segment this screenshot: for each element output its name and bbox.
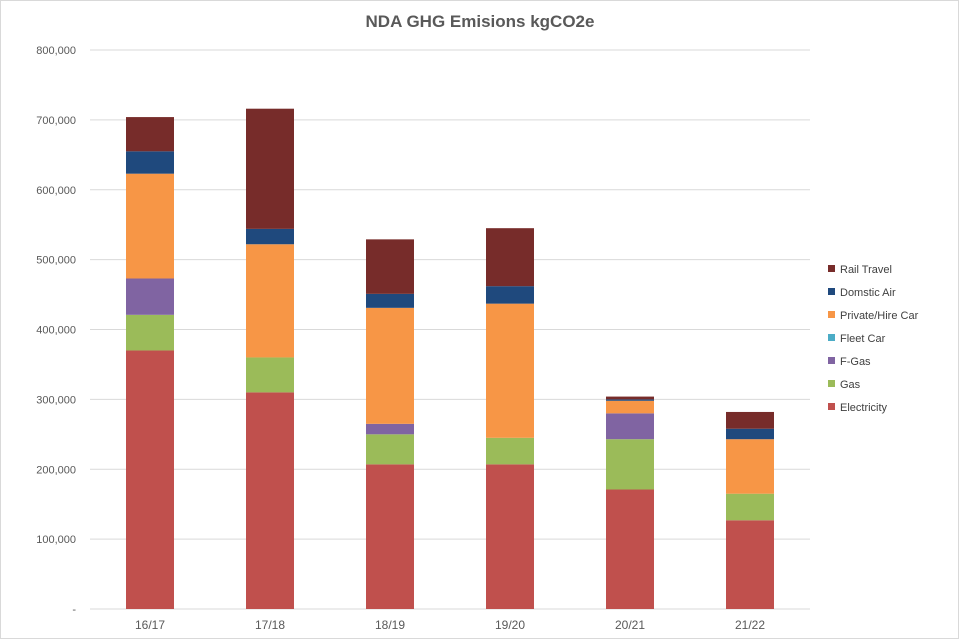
legend-swatch (828, 288, 835, 295)
y-tick-label: 100,000 (36, 534, 76, 546)
legend-swatch (828, 403, 835, 410)
bar-segment-domstic-air-21-22 (726, 428, 774, 440)
bar-segment-gas-21-22 (726, 493, 774, 521)
y-tick-label: - (72, 604, 76, 616)
bar-segment-rail-travel-17-18 (246, 108, 294, 229)
bar-segment-rail-travel-18-19 (366, 239, 414, 294)
bar-segment-electricity-16-17 (126, 350, 174, 609)
bar-segment-domstic-air-19-20 (486, 286, 534, 304)
bar-segment-gas-18-19 (366, 434, 414, 465)
legend-swatch (828, 311, 835, 318)
x-axis-category-labels: 16/17 17/18 18/19 19/20 20/21 21/22 (135, 618, 765, 632)
bar-segment-f-gas-20-21 (606, 413, 654, 440)
bar-segment-domstic-air-17-18 (246, 228, 294, 245)
y-tick-label: 600,000 (36, 185, 76, 197)
bar-segment-private-hire-car-21-22 (726, 439, 774, 494)
y-tick-label: 800,000 (36, 45, 76, 57)
legend-swatch (828, 357, 835, 364)
bar-segment-gas-16-17 (126, 314, 174, 351)
x-category-label: 18/19 (375, 618, 405, 632)
x-category-label: 16/17 (135, 618, 165, 632)
bar-segment-electricity-18-19 (366, 464, 414, 609)
y-tick-label: 300,000 (36, 394, 76, 406)
y-axis-tick-labels: - 100,000 200,000 300,000 400,000 500,000 600,… (36, 45, 76, 616)
bar-segment-f-gas-18-19 (366, 423, 414, 435)
y-tick-label: 200,000 (36, 464, 76, 476)
bar-segment-electricity-19-20 (486, 464, 534, 609)
bar-segment-private-hire-car-16-17 (126, 173, 174, 279)
bar-segment-private-hire-car-17-18 (246, 244, 294, 358)
legend-label: Rail Travel (840, 264, 892, 276)
legend: Rail Travel Domstic Air Private/Hire Car Fl… (828, 264, 919, 414)
bar-segment-private-hire-car-19-20 (486, 303, 534, 438)
legend-swatch (828, 334, 835, 341)
gridlines (90, 49, 810, 610)
chart-title: NDA GHG Emisions kgCO2e (366, 12, 595, 31)
bar-segment-domstic-air-20-21 (606, 399, 654, 401)
bar-segment-gas-20-21 (606, 439, 654, 490)
legend-swatch (828, 380, 835, 387)
bar-segment-rail-travel-19-20 (486, 228, 534, 287)
x-category-label: 20/21 (615, 618, 645, 632)
legend-swatch (828, 265, 835, 272)
bar-segment-domstic-air-16-17 (126, 151, 174, 174)
x-category-label: 21/22 (735, 618, 765, 632)
bar-segment-rail-travel-16-17 (126, 117, 174, 152)
bar-segment-rail-travel-21-22 (726, 411, 774, 429)
bar-segment-domstic-air-18-19 (366, 293, 414, 308)
y-tick-label: 400,000 (36, 325, 76, 337)
x-category-label: 17/18 (255, 618, 285, 632)
bar-segment-electricity-21-22 (726, 520, 774, 609)
legend-label: Private/Hire Car (840, 310, 919, 322)
bar-segment-f-gas-16-17 (126, 278, 174, 315)
bar-segment-gas-17-18 (246, 357, 294, 393)
y-tick-label: 700,000 (36, 115, 76, 127)
legend-label: Gas (840, 379, 861, 391)
x-category-label: 19/20 (495, 618, 525, 632)
legend-label: Fleet Car (840, 333, 886, 345)
bar-segment-rail-travel-20-21 (606, 396, 654, 400)
bar-segment-electricity-17-18 (246, 392, 294, 609)
legend-label: Electricity (840, 402, 888, 414)
bars (126, 108, 774, 609)
bar-segment-gas-19-20 (486, 437, 534, 465)
bar-segment-electricity-20-21 (606, 489, 654, 609)
bar-segment-private-hire-car-20-21 (606, 400, 654, 414)
y-tick-label: 500,000 (36, 255, 76, 267)
bar-segment-private-hire-car-18-19 (366, 307, 414, 424)
legend-label: F-Gas (840, 356, 871, 368)
legend-label: Domstic Air (840, 287, 896, 299)
